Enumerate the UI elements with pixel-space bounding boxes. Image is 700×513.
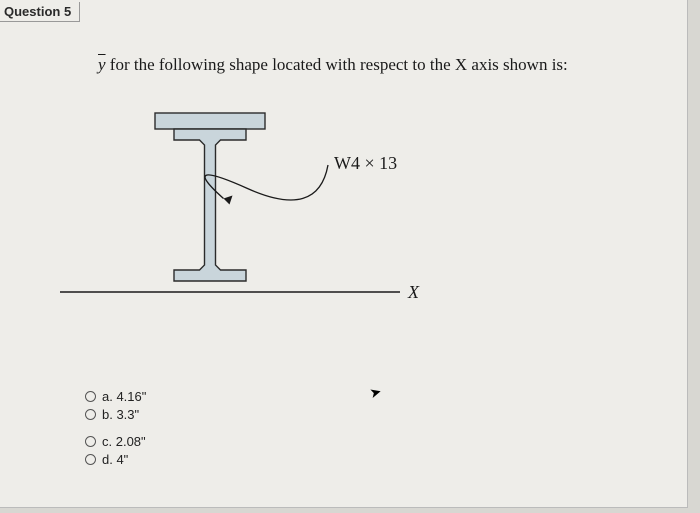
option-c-label: c. 2.08" xyxy=(102,433,146,451)
svg-text:W4 × 13: W4 × 13 xyxy=(334,153,397,173)
option-a[interactable]: a. 4.16" xyxy=(85,388,146,406)
option-group-1: a. 4.16" b. 3.3" xyxy=(85,388,146,423)
option-b[interactable]: b. 3.3" xyxy=(85,406,146,424)
y-bar-symbol: y xyxy=(98,55,106,74)
svg-text:X: X xyxy=(407,282,420,302)
option-a-label: a. 4.16" xyxy=(102,388,146,406)
radio-icon[interactable] xyxy=(85,391,96,402)
option-b-label: b. 3.3" xyxy=(102,406,139,424)
prompt-text: for the following shape located with res… xyxy=(106,55,568,74)
radio-icon[interactable] xyxy=(85,454,96,465)
option-d[interactable]: d. 4" xyxy=(85,451,146,469)
option-group-2: c. 2.08" d. 4" xyxy=(85,433,146,468)
radio-icon[interactable] xyxy=(85,409,96,420)
radio-icon[interactable] xyxy=(85,436,96,447)
beam-diagram: W4 × 13 X xyxy=(60,95,460,345)
figure: W4 × 13 X xyxy=(60,95,460,345)
page: Question 5 y for the following shape loc… xyxy=(0,0,688,508)
question-header: Question 5 xyxy=(0,2,80,22)
question-prompt: y for the following shape located with r… xyxy=(98,55,568,75)
option-d-label: d. 4" xyxy=(102,451,128,469)
cursor-icon: ➤ xyxy=(368,384,384,403)
answer-options: a. 4.16" b. 3.3" c. 2.08" d. 4" xyxy=(85,388,146,478)
option-c[interactable]: c. 2.08" xyxy=(85,433,146,451)
